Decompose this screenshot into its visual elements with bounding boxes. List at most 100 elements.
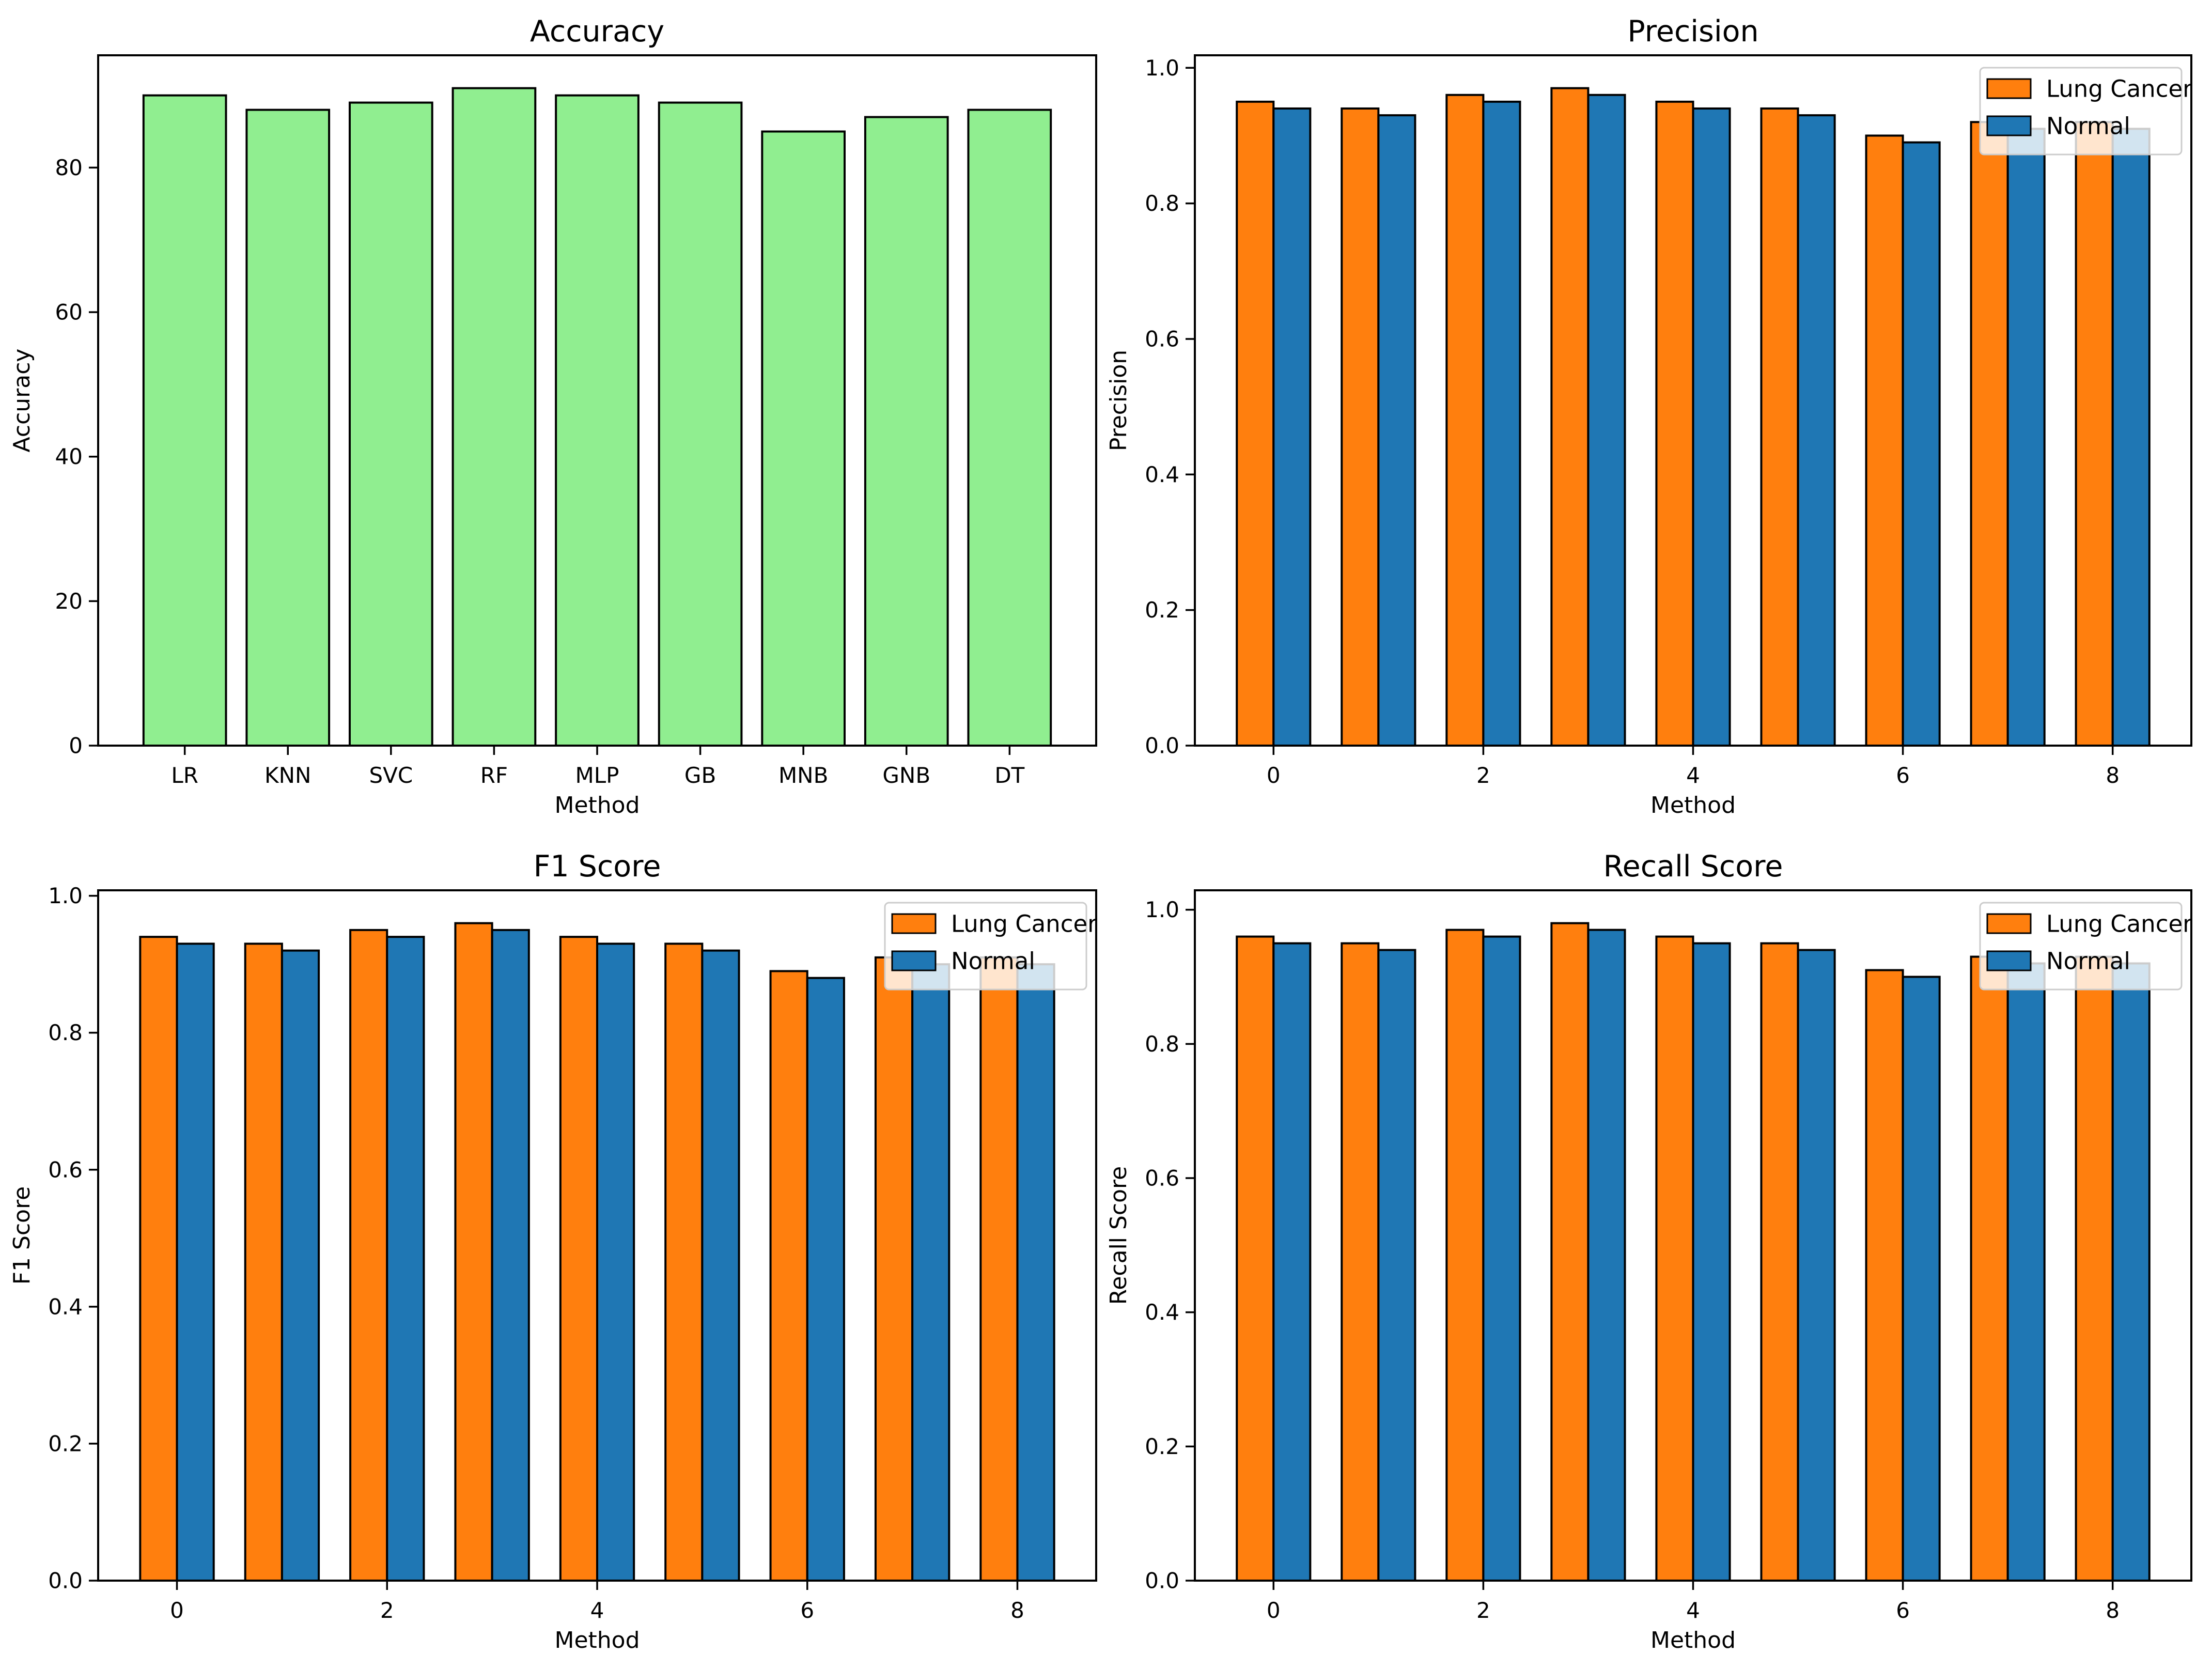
f1-x-tick-label: 0 [170, 1598, 184, 1623]
precision-xlabel: Method [1650, 792, 1736, 818]
accuracy-x-tick-label: SVC [369, 763, 413, 788]
accuracy-x-tick-label: RF [480, 763, 508, 788]
recall-y-tick-label: 0.2 [1145, 1434, 1179, 1459]
precision-bar-5-lung-cancer [1760, 107, 1799, 747]
legend-swatch-lung-cancer [1986, 913, 2032, 934]
legend-swatch-normal [1986, 115, 2032, 136]
accuracy-x-tick-label: GNB [882, 763, 930, 788]
recall-x-tick-label: 6 [1896, 1598, 1910, 1623]
precision-bar-7-lung-cancer [1970, 121, 2009, 747]
accuracy-title: Accuracy [530, 14, 664, 49]
legend-label: Lung Cancer [2046, 910, 2192, 938]
precision-bar-7-normal [2006, 128, 2046, 747]
recall-bar-8-lung-cancer [2075, 955, 2114, 1582]
f1-y-tick-label: 0.8 [48, 1020, 83, 1045]
precision-bar-5-normal [1797, 114, 1836, 747]
f1-x-tick-label: 4 [590, 1598, 604, 1623]
precision-bar-8-lung-cancer [2075, 121, 2114, 747]
f1-bar-7-normal [911, 963, 951, 1582]
accuracy-bar-KNN [245, 109, 331, 747]
recall-x-tick-label: 8 [2106, 1598, 2120, 1623]
legend-swatch-normal [891, 950, 937, 971]
f1-bar-0-lung-cancer [139, 936, 178, 1582]
recall-bars [1236, 922, 2151, 1582]
accuracy-x-tick-label: GB [684, 763, 716, 788]
recall-bar-6-lung-cancer [1865, 969, 1904, 1582]
precision-x-tick-label: 8 [2106, 763, 2120, 788]
precision-bars [1236, 87, 2151, 747]
f1-bar-8-normal [1016, 963, 1055, 1582]
accuracy-bar-RF [451, 87, 537, 747]
f1-bar-2-lung-cancer [349, 929, 388, 1582]
f1-chart: 0.0 0.2 0.4 0.6 0.8 1.0 0 2 4 6 8 F1 Score Method F1 … [9, 849, 1097, 1653]
precision-legend: Lung Cancer Normal [1979, 67, 2192, 156]
precision-bar-4-lung-cancer [1655, 100, 1694, 747]
legend-label: Normal [2046, 948, 2130, 975]
recall-y-tick-label: 0.0 [1145, 1568, 1179, 1594]
f1-x-tick-label: 2 [380, 1598, 394, 1623]
precision-bar-6-lung-cancer [1865, 134, 1904, 747]
accuracy-x-tick-label: MLP [575, 763, 619, 788]
precision-bar-8-normal [2111, 128, 2151, 747]
legend-swatch-lung-cancer [891, 913, 937, 934]
accuracy-bar-LR [142, 94, 227, 747]
precision-bar-2-normal [1482, 100, 1521, 747]
recall-bar-4-normal [1692, 942, 1731, 1582]
recall-x-tick-label: 4 [1686, 1598, 1700, 1623]
accuracy-ylabel: Accuracy [9, 349, 35, 453]
accuracy-bar-MLP [555, 94, 640, 747]
legend-label: Lung Cancer [2046, 75, 2192, 103]
accuracy-xlabel: Method [554, 792, 640, 818]
precision-title: Precision [1627, 14, 1758, 49]
f1-bar-5-normal [701, 949, 740, 1582]
precision-bar-3-normal [1587, 94, 1626, 747]
recall-y-tick-label: 0.4 [1145, 1300, 1179, 1325]
f1-bar-8-lung-cancer [979, 956, 1019, 1582]
precision-bar-0-lung-cancer [1236, 100, 1275, 747]
accuracy-x-tick-label: MNB [778, 763, 828, 788]
recall-bar-1-lung-cancer [1341, 942, 1380, 1582]
precision-y-tick-label: 0.8 [1145, 191, 1179, 216]
f1-bar-6-normal [806, 977, 845, 1582]
f1-y-tick-label: 0.2 [48, 1431, 83, 1456]
f1-bar-3-normal [491, 929, 530, 1582]
precision-ylabel: Precision [1105, 350, 1132, 451]
recall-bar-1-normal [1377, 949, 1416, 1582]
recall-bar-0-lung-cancer [1236, 935, 1275, 1582]
f1-bars [139, 922, 1055, 1582]
f1-bar-6-lung-cancer [769, 970, 808, 1582]
recall-bar-6-normal [1902, 976, 1941, 1582]
recall-bar-5-lung-cancer [1760, 942, 1799, 1582]
accuracy-bar-MNB [761, 130, 846, 747]
recall-y-tick-label: 0.6 [1145, 1165, 1179, 1191]
accuracy-y-tick-label: 60 [55, 300, 83, 325]
recall-legend: Lung Cancer Normal [1979, 902, 2192, 991]
f1-bar-1-lung-cancer [244, 942, 283, 1582]
precision-y-tick-label: 0.6 [1145, 326, 1179, 351]
accuracy-y-tick-label: 40 [55, 444, 83, 469]
recall-bar-4-lung-cancer [1655, 935, 1694, 1582]
f1-bar-4-normal [596, 942, 635, 1582]
precision-bar-4-normal [1692, 107, 1731, 747]
recall-chart: 0.0 0.2 0.4 0.6 0.8 1.0 0 2 4 6 8 Recall Score Metho… [1105, 849, 2192, 1653]
recall-bar-8-normal [2111, 962, 2151, 1582]
accuracy-y-tick-label: 0 [69, 733, 83, 759]
f1-bar-4-lung-cancer [559, 936, 598, 1582]
precision-x-tick-label: 0 [1267, 763, 1281, 788]
f1-bar-1-normal [281, 949, 320, 1582]
precision-bar-3-lung-cancer [1550, 87, 1590, 747]
accuracy-y-tick-label: 20 [55, 589, 83, 614]
f1-x-tick-label: 6 [800, 1598, 814, 1623]
recall-bar-2-lung-cancer [1445, 929, 1485, 1582]
precision-x-tick-label: 4 [1686, 763, 1700, 788]
f1-bar-3-lung-cancer [454, 922, 493, 1582]
recall-x-tick-label: 0 [1267, 1598, 1281, 1623]
precision-x-tick-label: 6 [1896, 763, 1910, 788]
recall-bar-5-normal [1797, 949, 1836, 1582]
recall-xlabel: Method [1650, 1627, 1736, 1652]
f1-bar-7-lung-cancer [874, 956, 914, 1582]
recall-ylabel: Recall Score [1105, 1166, 1132, 1305]
recall-bar-0-normal [1272, 942, 1312, 1582]
f1-title: F1 Score [534, 849, 661, 884]
